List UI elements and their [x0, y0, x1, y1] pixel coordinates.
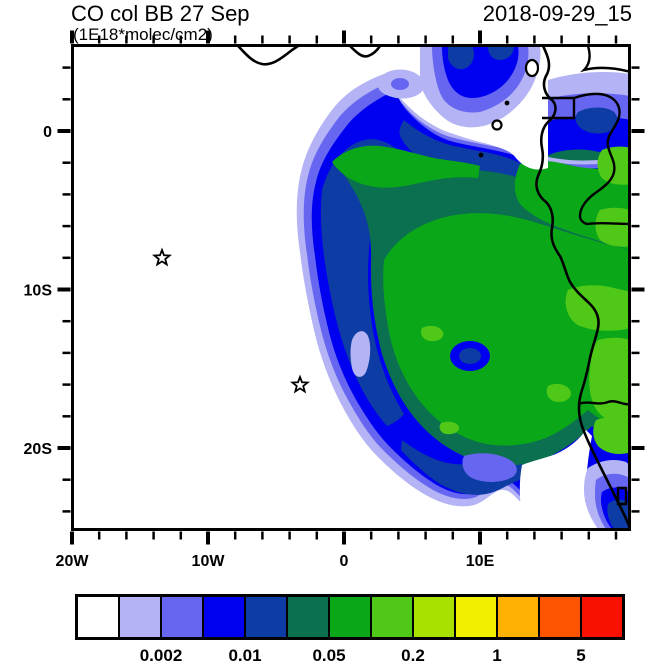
x-axis-tick-label: 10W: [192, 553, 226, 570]
axis-tick-labels: 20W 10W 0 10E 0 10S 20S: [24, 124, 495, 570]
colorbar-cell: [370, 597, 412, 637]
contour-region-lime-8: [593, 416, 629, 454]
colorbar-tick-label: 1: [492, 646, 502, 665]
x-axis-tick-label: 20W: [56, 553, 90, 570]
colorbar-tick-label: 0.2: [401, 646, 425, 665]
contour-region-lime-2: [595, 207, 629, 247]
star-marker-2: [289, 374, 311, 394]
map-content: [151, 46, 629, 529]
colorbar-cell: [328, 597, 370, 637]
contour-region-lime-5: [546, 383, 571, 402]
colorbar-cell: [580, 597, 622, 637]
colorbar: [75, 594, 625, 640]
country-borders-path: [542, 46, 629, 506]
plot-units-subtitle: (1E18*molec/cm2): [73, 25, 213, 44]
contour-lobe-navy-a: [448, 46, 474, 70]
y-axis-tick-label: 20S: [24, 441, 53, 458]
colorbar-cell: [454, 597, 496, 637]
colorbar-tick-label: 0.002: [139, 646, 183, 665]
island-bioko: [524, 58, 540, 78]
plot-title: CO col BB 27 Sep: [71, 1, 250, 26]
contour-region-lime-4: [589, 337, 629, 422]
island-sao-tome: [491, 119, 503, 131]
contour-region-plume-navy-north: [399, 120, 538, 186]
contour-corner-navy: [607, 499, 629, 529]
colorbar-tick-label: 5: [576, 646, 586, 665]
island-annobon-dot: [478, 152, 484, 158]
contour-patch-violet-nw: [391, 78, 409, 90]
colorbar-cell: [160, 597, 202, 637]
star-marker-1: [151, 247, 173, 267]
colorbar-cell: [538, 597, 580, 637]
colorbar-cell: [78, 597, 118, 637]
contour-region-ne-navy-patch: [575, 107, 618, 134]
contour-pocket-navy: [459, 348, 481, 364]
plot-datetime: 2018-09-29_15: [482, 1, 632, 26]
contour-streak-lavender: [350, 331, 371, 377]
contour-region-lime-7: [439, 421, 460, 435]
contour-lobe-navy-b: [488, 46, 514, 60]
axis-ticks: [57, 30, 645, 545]
contour-bulge-violet-south: [462, 453, 517, 482]
map-figure: 20W 10W 0 10E 0 10S 20S: [24, 30, 645, 570]
colorbar-cell: [244, 597, 286, 637]
y-axis-tick-label: 0: [43, 124, 52, 141]
contour-region-lime-6: [420, 325, 444, 342]
colorbar-tick-label: 0.01: [228, 646, 262, 665]
coastline-path: [237, 46, 629, 529]
y-axis-tick-label: 10S: [24, 283, 53, 300]
colorbar-cell: [286, 597, 328, 637]
x-axis-tick-label: 0: [340, 553, 349, 570]
x-axis-tick-label: 10E: [466, 553, 495, 570]
island-principe-dot: [504, 100, 510, 106]
contour-region-green-tongue: [332, 145, 480, 188]
colorbar-tick-label: 0.05: [312, 646, 346, 665]
colorbar-cell: [496, 597, 538, 637]
contour-region-plume-navy-west: [321, 139, 404, 427]
colorbar-cell: [202, 597, 244, 637]
clear-region-south-wedge: [519, 430, 592, 529]
colorbar-cell: [412, 597, 454, 637]
map-frame: [71, 44, 631, 531]
colorbar-labels: 0.002 0.01 0.05 0.2 1 5: [0, 646, 650, 666]
colorbar-cell: [118, 597, 160, 637]
